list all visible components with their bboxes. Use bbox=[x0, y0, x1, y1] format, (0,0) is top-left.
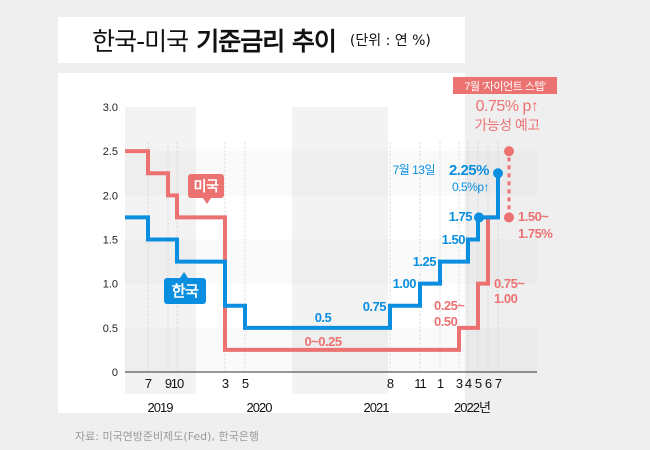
x-tick-label: 6 bbox=[485, 376, 492, 391]
us-forecast-dot bbox=[504, 146, 514, 157]
title-light: 한국-미국 bbox=[92, 27, 189, 56]
x-tick-label: 5 bbox=[475, 376, 482, 391]
us-tag-pointer bbox=[203, 198, 211, 204]
x-tick-label: 3 bbox=[222, 376, 229, 391]
band-2019 bbox=[125, 107, 196, 394]
x-tick-label: 9 bbox=[165, 376, 172, 391]
title-bold: 기준금리 추이 bbox=[196, 27, 337, 56]
x-tick-label: 4 bbox=[465, 376, 472, 391]
x-tick-label: 3 bbox=[456, 376, 463, 391]
korea-tag-box bbox=[164, 278, 206, 304]
chart-title: 한국-미국 기준금리 추이 (단위 : 연 %) bbox=[58, 17, 465, 63]
korea-label-0.75: 0.75 bbox=[363, 299, 387, 314]
year-bands bbox=[125, 107, 388, 394]
year-label: 2019 bbox=[148, 400, 174, 415]
source-note: 자료: 미국연방준비제도(Fed), 한국은행 bbox=[75, 430, 259, 443]
x-tick-label: 5 bbox=[242, 376, 249, 391]
y-tick-label: 2.0 bbox=[103, 190, 118, 202]
us-label-150-a: 1.50~ bbox=[518, 209, 549, 224]
giant-step-line2: 가능성 예고 bbox=[474, 117, 540, 133]
us-tag-box bbox=[188, 174, 224, 198]
korea-label-0.5: 0.5 bbox=[315, 310, 332, 325]
x-tick-label: 11 bbox=[414, 376, 426, 391]
korea-label-1.50: 1.50 bbox=[442, 232, 466, 247]
giant-step-badge: 7월 '자이언트 스텝' bbox=[464, 80, 546, 93]
korea-change-label: 0.5%p↑ bbox=[452, 180, 489, 194]
korea-225-dot bbox=[493, 168, 503, 179]
us-label-150-b: 1.75% bbox=[518, 226, 553, 241]
x-tick-label: 7 bbox=[145, 376, 152, 391]
us-current-dot bbox=[504, 212, 514, 223]
us-label-025-a: 0.25~ bbox=[434, 298, 465, 313]
us-label-low: 0~0.25 bbox=[304, 334, 341, 349]
y-tick-label: 2.5 bbox=[103, 146, 118, 158]
year-label: 2021 bbox=[364, 400, 390, 415]
x-tick-label: 1 bbox=[437, 376, 444, 391]
korea-date-label: 7월 13일 bbox=[393, 163, 435, 177]
series-lines bbox=[125, 146, 514, 352]
title-unit: (단위 : 연 %) bbox=[349, 33, 431, 49]
band-2021 bbox=[292, 107, 388, 394]
giant-step-badge-box bbox=[453, 77, 557, 94]
us-label-075-b: 1.00 bbox=[494, 291, 518, 306]
korea-tag-label: 한국 bbox=[172, 283, 199, 300]
y-tick-label: 1.5 bbox=[103, 235, 118, 247]
korea-tag-pointer bbox=[180, 272, 188, 278]
year-label: 2020 bbox=[247, 400, 273, 415]
korea-label-1.75: 1.75 bbox=[449, 209, 473, 224]
x-tick-label: 10 bbox=[171, 376, 184, 391]
x-tick-label: 7 bbox=[495, 376, 502, 391]
korea-rate-line bbox=[125, 173, 500, 330]
korea-label-1.25: 1.25 bbox=[413, 254, 437, 269]
y-axis: 0 0.5 1.0 1.5 2.0 2.5 3.0 bbox=[103, 102, 118, 379]
us-label-075-a: 0.75~ bbox=[494, 276, 525, 291]
us-tag-label: 미국 bbox=[194, 178, 219, 194]
year-label: 2022년 bbox=[454, 400, 490, 415]
x-tick-label: 8 bbox=[387, 376, 394, 391]
korea-label-1.00: 1.00 bbox=[393, 276, 417, 291]
korea-value-label: 2.25% bbox=[449, 162, 489, 179]
giant-step-line1: 0.75% p↑ bbox=[476, 98, 539, 115]
y-tick-label: 0.5 bbox=[103, 323, 118, 335]
us-label-025-b: 0.50 bbox=[434, 314, 458, 329]
korea-175-dot bbox=[474, 212, 484, 223]
y-tick-label: 3.0 bbox=[103, 102, 118, 114]
y-tick-label: 1.0 bbox=[103, 279, 118, 291]
y-tick-label: 0 bbox=[112, 367, 118, 379]
